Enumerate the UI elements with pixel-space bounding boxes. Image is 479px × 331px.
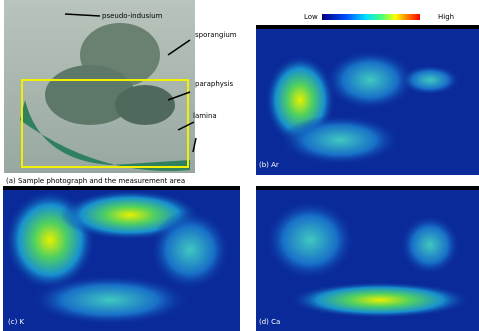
figure: pseudo-indusium sporangium paraphysis la… bbox=[0, 0, 479, 331]
sporangium-shape bbox=[115, 85, 175, 125]
color-bar: Low High bbox=[304, 13, 454, 21]
colorbar-high: High bbox=[438, 13, 454, 21]
panel-caption: (c) K bbox=[8, 318, 25, 326]
panel-d: (d) Ca bbox=[256, 186, 479, 331]
map-intensity bbox=[400, 65, 460, 95]
map-border bbox=[256, 186, 479, 190]
panel-a: pseudo-indusium sporangium paraphysis la… bbox=[4, 0, 237, 185]
map-intensity bbox=[265, 200, 355, 280]
panel-caption: (a) Sample photograph and the measuremen… bbox=[6, 177, 185, 185]
annotation: sporangium bbox=[195, 31, 237, 39]
annotation: lamina bbox=[193, 112, 217, 120]
map-intensity bbox=[400, 215, 460, 275]
map-intensity bbox=[290, 282, 470, 318]
map-intensity bbox=[30, 275, 190, 325]
map-intensity bbox=[150, 210, 230, 290]
map-border bbox=[256, 25, 479, 29]
panel-c: (c) K bbox=[3, 186, 240, 331]
panel-b: (b) Ar bbox=[256, 25, 479, 175]
colorbar-scale bbox=[322, 14, 420, 20]
colorbar-low: Low bbox=[304, 13, 318, 21]
map-intensity bbox=[280, 115, 400, 165]
map-border bbox=[3, 186, 240, 190]
annotation: pseudo-indusium bbox=[102, 12, 163, 20]
panel-caption: (b) Ar bbox=[259, 161, 279, 169]
panel-caption: (d) Ca bbox=[259, 318, 280, 326]
annotation: paraphysis bbox=[195, 80, 234, 88]
